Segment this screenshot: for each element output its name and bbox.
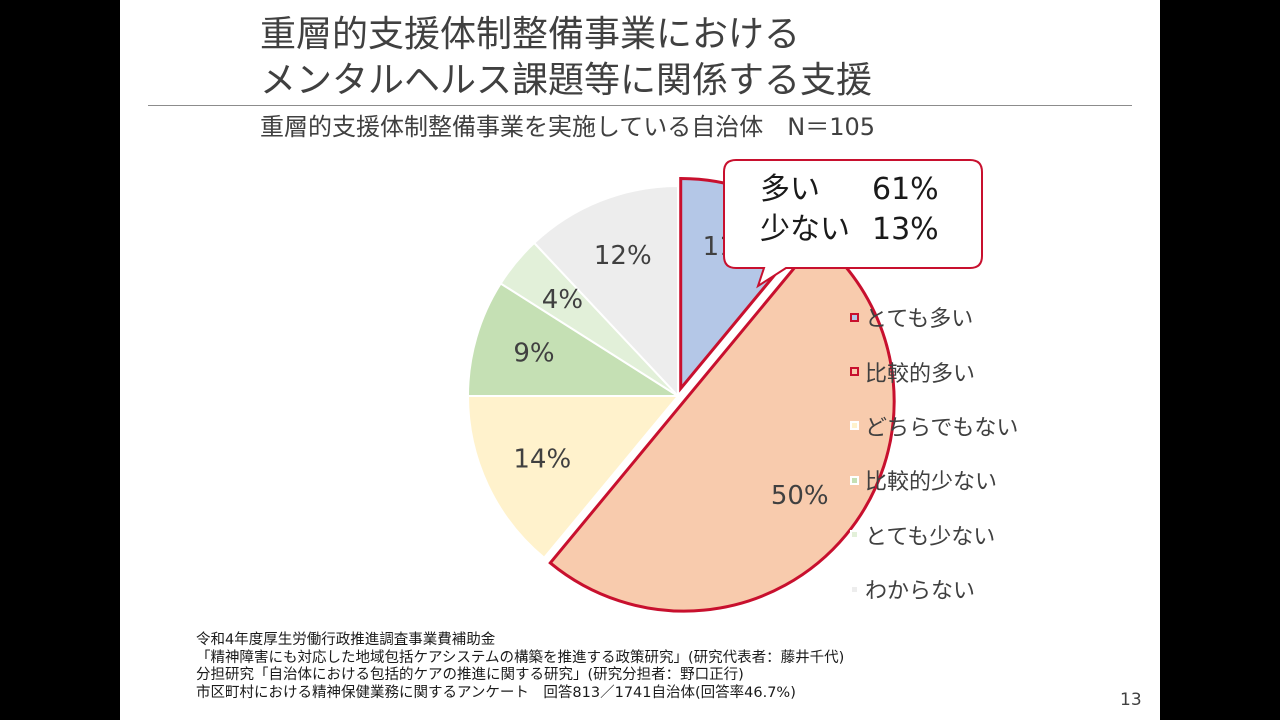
- legend-item: とても少ない: [850, 508, 1018, 562]
- source-footnote: 令和4年度厚生労働行政推進調査事業費補助金 「精神障害にも対応した地域包括ケアシ…: [196, 632, 844, 702]
- footnote-line: 令和4年度厚生労働行政推進調査事業費補助金: [196, 632, 496, 648]
- legend-item: どちらでもない: [850, 399, 1018, 453]
- legend-item: 比較的多い: [850, 344, 1018, 398]
- legend-swatch: [850, 367, 859, 377]
- legend-label: 比較的多い: [865, 361, 976, 387]
- slice-label: 50%: [771, 481, 829, 511]
- legend-swatch: [850, 421, 859, 431]
- chart-legend: とても多い 比較的多い どちらでもない 比較的少ない とても少ない わからない: [850, 290, 1018, 616]
- title-line-2: メンタルヘルス課題等に関係する支援: [260, 60, 873, 101]
- pie-slice: [466, 282, 682, 397]
- slide-title: 重層的支援体制整備事業における メンタルヘルス課題等に関係する支援: [260, 12, 1140, 104]
- callout-bubble: [723, 159, 983, 289]
- callout-row-few: 少ない 13%: [760, 210, 960, 250]
- pie-slice: [532, 184, 679, 399]
- legend-label: どちらでもない: [865, 415, 1019, 441]
- footnote-line: 市区町村における精神保健業務に関するアンケート 回答813／1741自治体(回答…: [196, 684, 796, 701]
- pie-slice: [548, 237, 896, 613]
- slice-label: 12%: [594, 241, 652, 271]
- legend-swatch: [850, 584, 859, 594]
- legend-label: わからない: [865, 579, 976, 605]
- callout-value: 61%: [872, 172, 939, 207]
- callout-label: 少ない: [760, 212, 850, 247]
- legend-item: とても多い: [850, 290, 1018, 344]
- slice-label: 9%: [513, 339, 554, 369]
- callout-label: 多い: [760, 172, 820, 207]
- callout-row-many: 多い 61%: [760, 170, 960, 210]
- legend-label: とても少ない: [865, 524, 996, 550]
- title-divider: [148, 105, 1132, 106]
- legend-swatch: [850, 530, 859, 540]
- legend-label: 比較的少ない: [865, 470, 998, 496]
- callout-value: 13%: [872, 212, 939, 247]
- chart-subtitle: 重層的支援体制整備事業を実施している自治体 N＝105: [260, 113, 876, 141]
- page-number: 13: [1120, 690, 1142, 710]
- slice-label: 4%: [542, 285, 583, 315]
- slice-label: 14%: [513, 444, 571, 474]
- legend-swatch: [850, 475, 859, 485]
- footnote-line: 分担研究「自治体における包括的ケアの推進に関する研究」(研究分担者：野口正行): [196, 667, 744, 683]
- slide: 重層的支援体制整備事業における メンタルヘルス課題等に関係する支援 重層的支援体…: [120, 0, 1160, 720]
- callout-text: 多い 61% 少ない 13%: [760, 170, 960, 250]
- footnote-line: 「精神障害にも対応した地域包括ケアシステムの構築を推進する政策研究」(研究代表者…: [196, 649, 845, 666]
- legend-label: とても多い: [865, 307, 974, 333]
- legend-item: わからない: [850, 562, 1018, 616]
- legend-item: 比較的少ない: [850, 453, 1018, 507]
- pie-chart: 11%50%14%9%4%12%: [466, 159, 983, 613]
- title-line-1: 重層的支援体制整備事業における: [260, 14, 801, 55]
- pie-slice: [466, 395, 681, 560]
- legend-swatch: [850, 312, 859, 322]
